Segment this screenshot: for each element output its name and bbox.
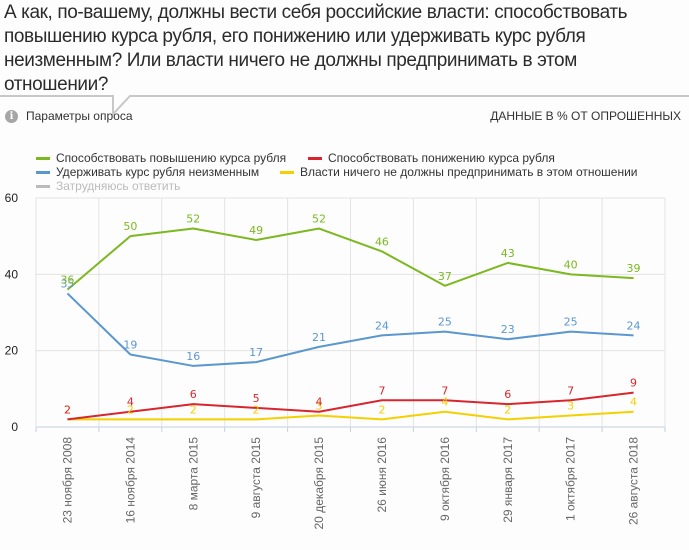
series-line bbox=[67, 391, 634, 421]
data-label: 46 bbox=[375, 235, 389, 248]
data-label: 3 bbox=[316, 400, 323, 413]
data-label: 21 bbox=[312, 331, 326, 344]
x-tick-label: 26 августа 2018 bbox=[627, 437, 641, 525]
data-label: 24 bbox=[627, 319, 641, 332]
x-tick-label: 16 ноября 2014 bbox=[123, 437, 137, 524]
data-label: 39 bbox=[627, 262, 641, 275]
data-label: 19 bbox=[123, 338, 137, 351]
survey-params-label: Параметры опроса bbox=[26, 109, 133, 123]
y-axis: 0 20 40 60 bbox=[5, 191, 19, 434]
divider bbox=[0, 95, 689, 115]
legend-swatch bbox=[280, 171, 294, 174]
data-label: 4 bbox=[316, 396, 323, 409]
legend-swatch bbox=[36, 171, 50, 174]
x-tick-label: 20 декабря 2015 bbox=[312, 437, 326, 530]
data-label: 36 bbox=[60, 274, 74, 287]
data-label: 50 bbox=[123, 220, 137, 233]
legend-label: Затрудняюсь ответить bbox=[56, 179, 181, 193]
units-label: ДАННЫЕ В % ОТ ОПРОШЕННЫХ bbox=[490, 109, 681, 123]
data-label: 9 bbox=[630, 377, 637, 390]
info-icon: i bbox=[5, 109, 18, 123]
data-label: 7 bbox=[567, 384, 574, 397]
legend-item-keep[interactable]: Удерживать курс рубля неизменным bbox=[36, 166, 259, 179]
legend-label: Способствовать повышению курса рубля bbox=[56, 151, 287, 165]
series-line bbox=[67, 410, 634, 421]
data-label: 24 bbox=[375, 319, 389, 332]
legend-item-nothing[interactable]: Власти ничего не должны предпринимать в … bbox=[280, 166, 638, 179]
data-label: 6 bbox=[504, 388, 511, 401]
legend-swatch bbox=[36, 185, 50, 188]
data-label: 7 bbox=[441, 384, 448, 397]
data-label: 4 bbox=[127, 396, 134, 409]
data-label: 2 bbox=[378, 403, 385, 416]
legend-label: Удерживать курс рубля неизменным bbox=[56, 165, 260, 179]
data-label: 25 bbox=[564, 316, 578, 329]
x-tick-label: 9 октября 2016 bbox=[438, 437, 452, 521]
data-label: 6 bbox=[190, 388, 197, 401]
data-label: 2 bbox=[64, 403, 71, 416]
data-label: 52 bbox=[186, 213, 200, 226]
data-label: 2 bbox=[253, 403, 260, 416]
question-title: А как, по-вашему, должны вести себя росс… bbox=[4, 2, 628, 95]
x-tick-label: 8 марта 2015 bbox=[186, 437, 200, 511]
legend-label: Способствовать понижению курса рубля bbox=[328, 151, 555, 165]
data-label: 2 bbox=[190, 403, 197, 416]
data-label: 40 bbox=[564, 258, 578, 271]
grid bbox=[35, 197, 666, 428]
legend-item-lower[interactable]: Способствовать понижению курса рубля bbox=[308, 152, 555, 165]
x-axis: 23 ноября 2008 16 ноября 2014 8 марта 2015… bbox=[35, 427, 666, 530]
data-label: 35 bbox=[60, 277, 74, 290]
data-label: 43 bbox=[501, 247, 515, 260]
data-label: 7 bbox=[378, 384, 385, 397]
data-label: 2 bbox=[127, 403, 134, 416]
data-label: 17 bbox=[249, 346, 263, 359]
data-label: 3 bbox=[567, 400, 574, 413]
y-tick-label: 0 bbox=[11, 420, 18, 434]
data-label: 2 bbox=[504, 403, 511, 416]
series-lines bbox=[66, 227, 634, 421]
series-line bbox=[66, 227, 634, 291]
legend-item-raise[interactable]: Способствовать повышению курса рубля bbox=[36, 152, 286, 165]
y-tick-label: 40 bbox=[5, 267, 19, 281]
data-label: 23 bbox=[501, 323, 515, 336]
legend-label: Власти ничего не должны предпринимать в … bbox=[300, 165, 638, 179]
data-label: 4 bbox=[630, 396, 637, 409]
data-label: 52 bbox=[312, 213, 326, 226]
data-label: 37 bbox=[438, 270, 452, 283]
data-label: 16 bbox=[186, 350, 200, 363]
survey-params-button[interactable]: i Параметры опроса bbox=[5, 109, 133, 123]
data-label: 5 bbox=[253, 392, 260, 405]
legend-swatch bbox=[36, 157, 50, 160]
data-label: 25 bbox=[438, 316, 452, 329]
x-tick-label: 23 ноября 2008 bbox=[60, 437, 74, 524]
x-tick-label: 26 июня 2016 bbox=[375, 437, 389, 513]
data-label: 2 bbox=[64, 403, 71, 416]
legend-item-dont-know[interactable]: Затрудняюсь ответить bbox=[36, 180, 180, 193]
x-tick-label: 1 октября 2017 bbox=[564, 437, 578, 521]
series-line bbox=[66, 292, 634, 367]
y-tick-label: 60 bbox=[5, 191, 19, 205]
x-tick-label: 9 августа 2015 bbox=[249, 437, 263, 519]
y-tick-label: 20 bbox=[5, 344, 19, 358]
data-label: 49 bbox=[249, 224, 263, 237]
legend-swatch bbox=[308, 157, 322, 160]
data-label: 4 bbox=[441, 396, 448, 409]
x-tick-label: 29 января 2017 bbox=[501, 437, 515, 523]
